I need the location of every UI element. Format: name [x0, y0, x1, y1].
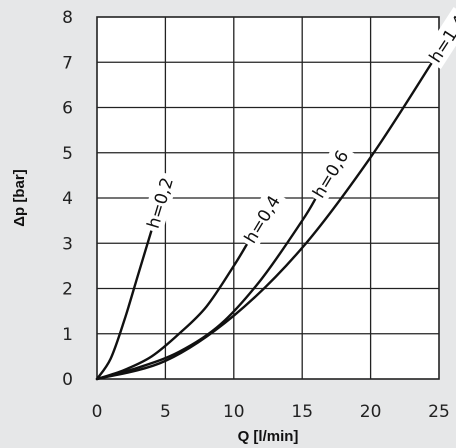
- x-tick-label: 20: [360, 402, 382, 422]
- curves: [95, 61, 434, 381]
- x-tick-label: 25: [428, 402, 450, 422]
- tick-labels: 0 5 10 15 20 25 0 1 2 3 4 5 6 7 8: [62, 8, 450, 422]
- grid: [97, 17, 439, 379]
- y-tick-label: 8: [62, 8, 73, 28]
- curve-series-4: [95, 61, 434, 381]
- y-tick-label: 3: [62, 234, 73, 254]
- y-axis-title: Δp [bar]: [11, 169, 28, 226]
- curve-label-backdrop: [139, 170, 180, 234]
- y-tick-label: 0: [62, 370, 73, 390]
- y-tick-label: 5: [62, 144, 73, 164]
- y-tick-label: 6: [62, 99, 73, 119]
- y-tick-label: 7: [62, 53, 73, 73]
- curve-label-backdrop: [421, 7, 456, 70]
- y-tick-label: 2: [62, 280, 73, 300]
- x-tick-label: 5: [160, 402, 171, 422]
- x-tick-label: 0: [92, 402, 103, 422]
- curve-series-1: [95, 228, 153, 381]
- curve-label-backdrop: [305, 142, 356, 205]
- x-tick-label: 15: [291, 402, 313, 422]
- curve-series-2: [95, 242, 249, 381]
- curve-label-backdrop: [236, 187, 287, 250]
- x-axis-title: Q [l/min]: [238, 428, 299, 445]
- y-tick-label: 4: [62, 189, 73, 209]
- x-tick-label: 10: [223, 402, 245, 422]
- y-tick-label: 1: [62, 325, 73, 345]
- curve-series-3: [95, 196, 318, 381]
